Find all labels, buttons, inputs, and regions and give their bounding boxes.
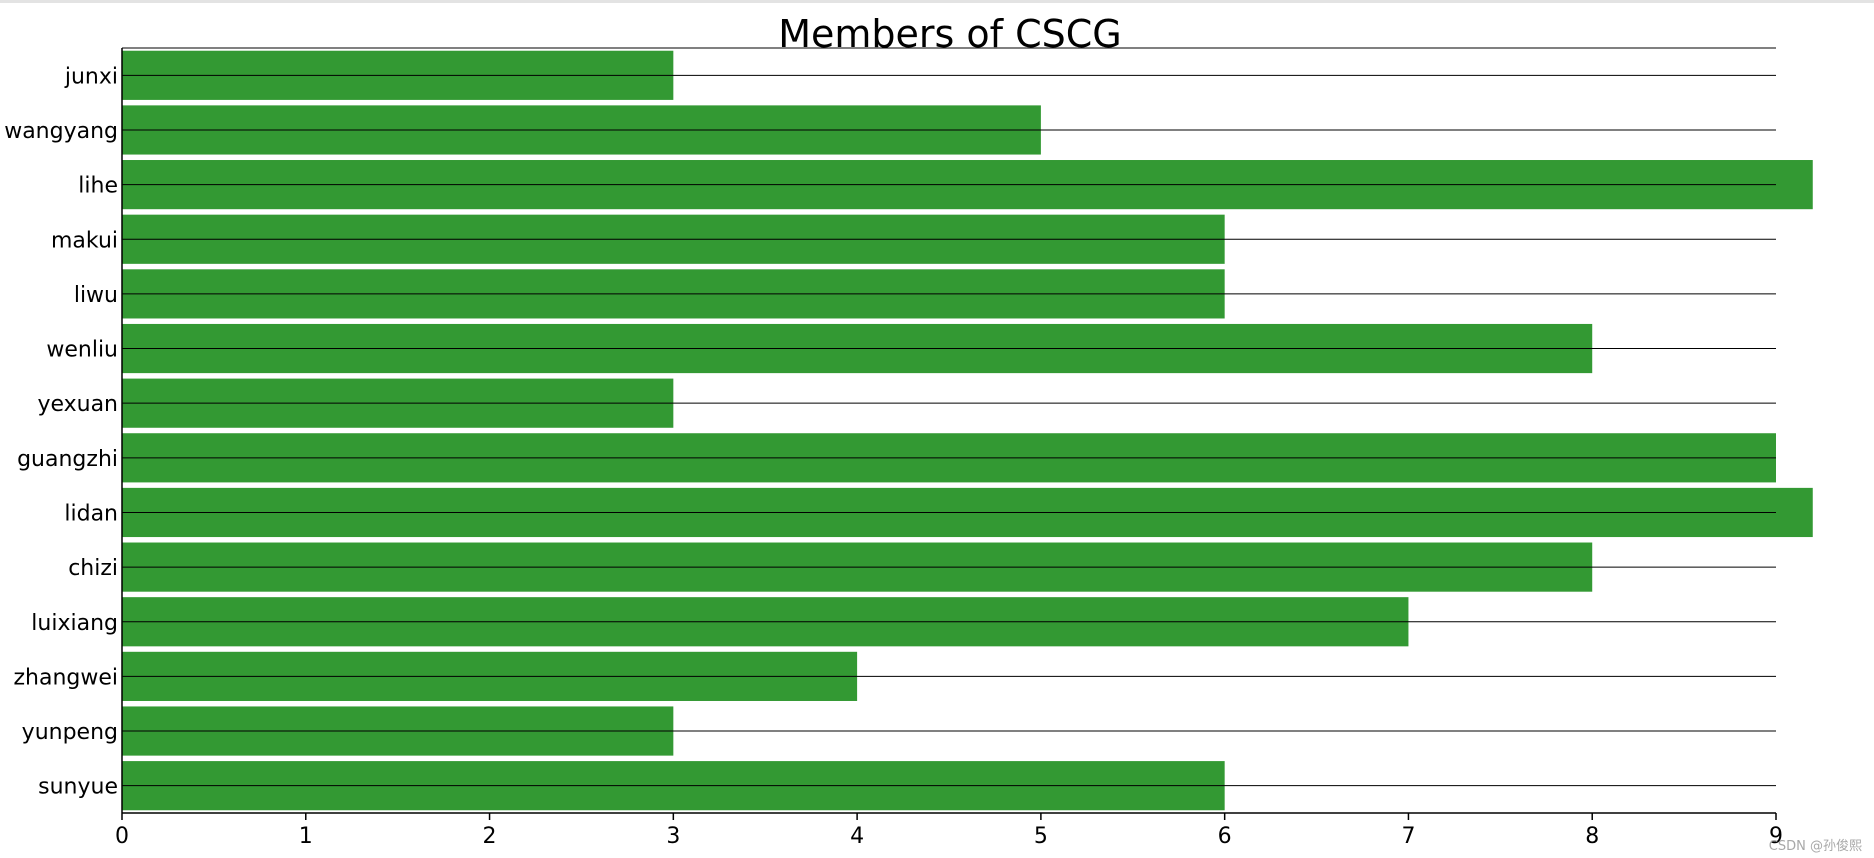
category-labels: junxi wangyang lihe makui liwu wenliu yexuan gu… xyxy=(4,64,118,799)
watermark: CSDN @孙俊熙 xyxy=(1768,839,1862,854)
x-tick-label-5: 5 xyxy=(1034,824,1048,849)
x-tick-label-2: 2 xyxy=(483,824,497,849)
category-label-chizi: chizi xyxy=(68,556,118,581)
x-tick-label-7: 7 xyxy=(1401,824,1415,849)
category-label-yexuan: yexuan xyxy=(37,392,118,417)
category-label-zhangwei: zhangwei xyxy=(13,665,118,690)
category-label-wenliu: wenliu xyxy=(46,338,118,363)
category-label-wangyang: wangyang xyxy=(4,119,118,144)
category-label-makui: makui xyxy=(51,228,118,253)
category-label-liwu: liwu xyxy=(74,283,118,308)
category-label-sunyue: sunyue xyxy=(38,775,118,800)
x-axis: 0 1 2 3 4 5 6 7 8 9 xyxy=(115,48,1783,849)
top-border xyxy=(0,0,1874,3)
category-label-lihe: lihe xyxy=(78,174,118,199)
category-label-lidan: lidan xyxy=(64,501,118,526)
chart-title: Members of CSCG xyxy=(778,12,1122,56)
bar-centerlines xyxy=(122,74,1776,787)
category-label-guangzhi: guangzhi xyxy=(17,447,118,472)
x-tick-label-8: 8 xyxy=(1585,824,1599,849)
category-label-junxi: junxi xyxy=(64,64,118,89)
x-tick-label-0: 0 xyxy=(115,824,129,849)
x-tick-label-4: 4 xyxy=(850,824,864,849)
x-tick-label-9: 9 xyxy=(1769,824,1783,849)
category-label-yunpeng: yunpeng xyxy=(22,720,118,745)
x-tick-label-6: 6 xyxy=(1218,824,1232,849)
x-tick-label-3: 3 xyxy=(666,824,680,849)
bars xyxy=(122,50,1813,811)
category-label-luixiang: luixiang xyxy=(31,611,118,636)
x-tick-label-1: 1 xyxy=(299,824,313,849)
